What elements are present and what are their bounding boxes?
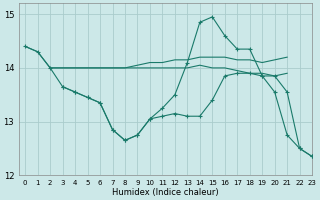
X-axis label: Humidex (Indice chaleur): Humidex (Indice chaleur) — [112, 188, 219, 197]
